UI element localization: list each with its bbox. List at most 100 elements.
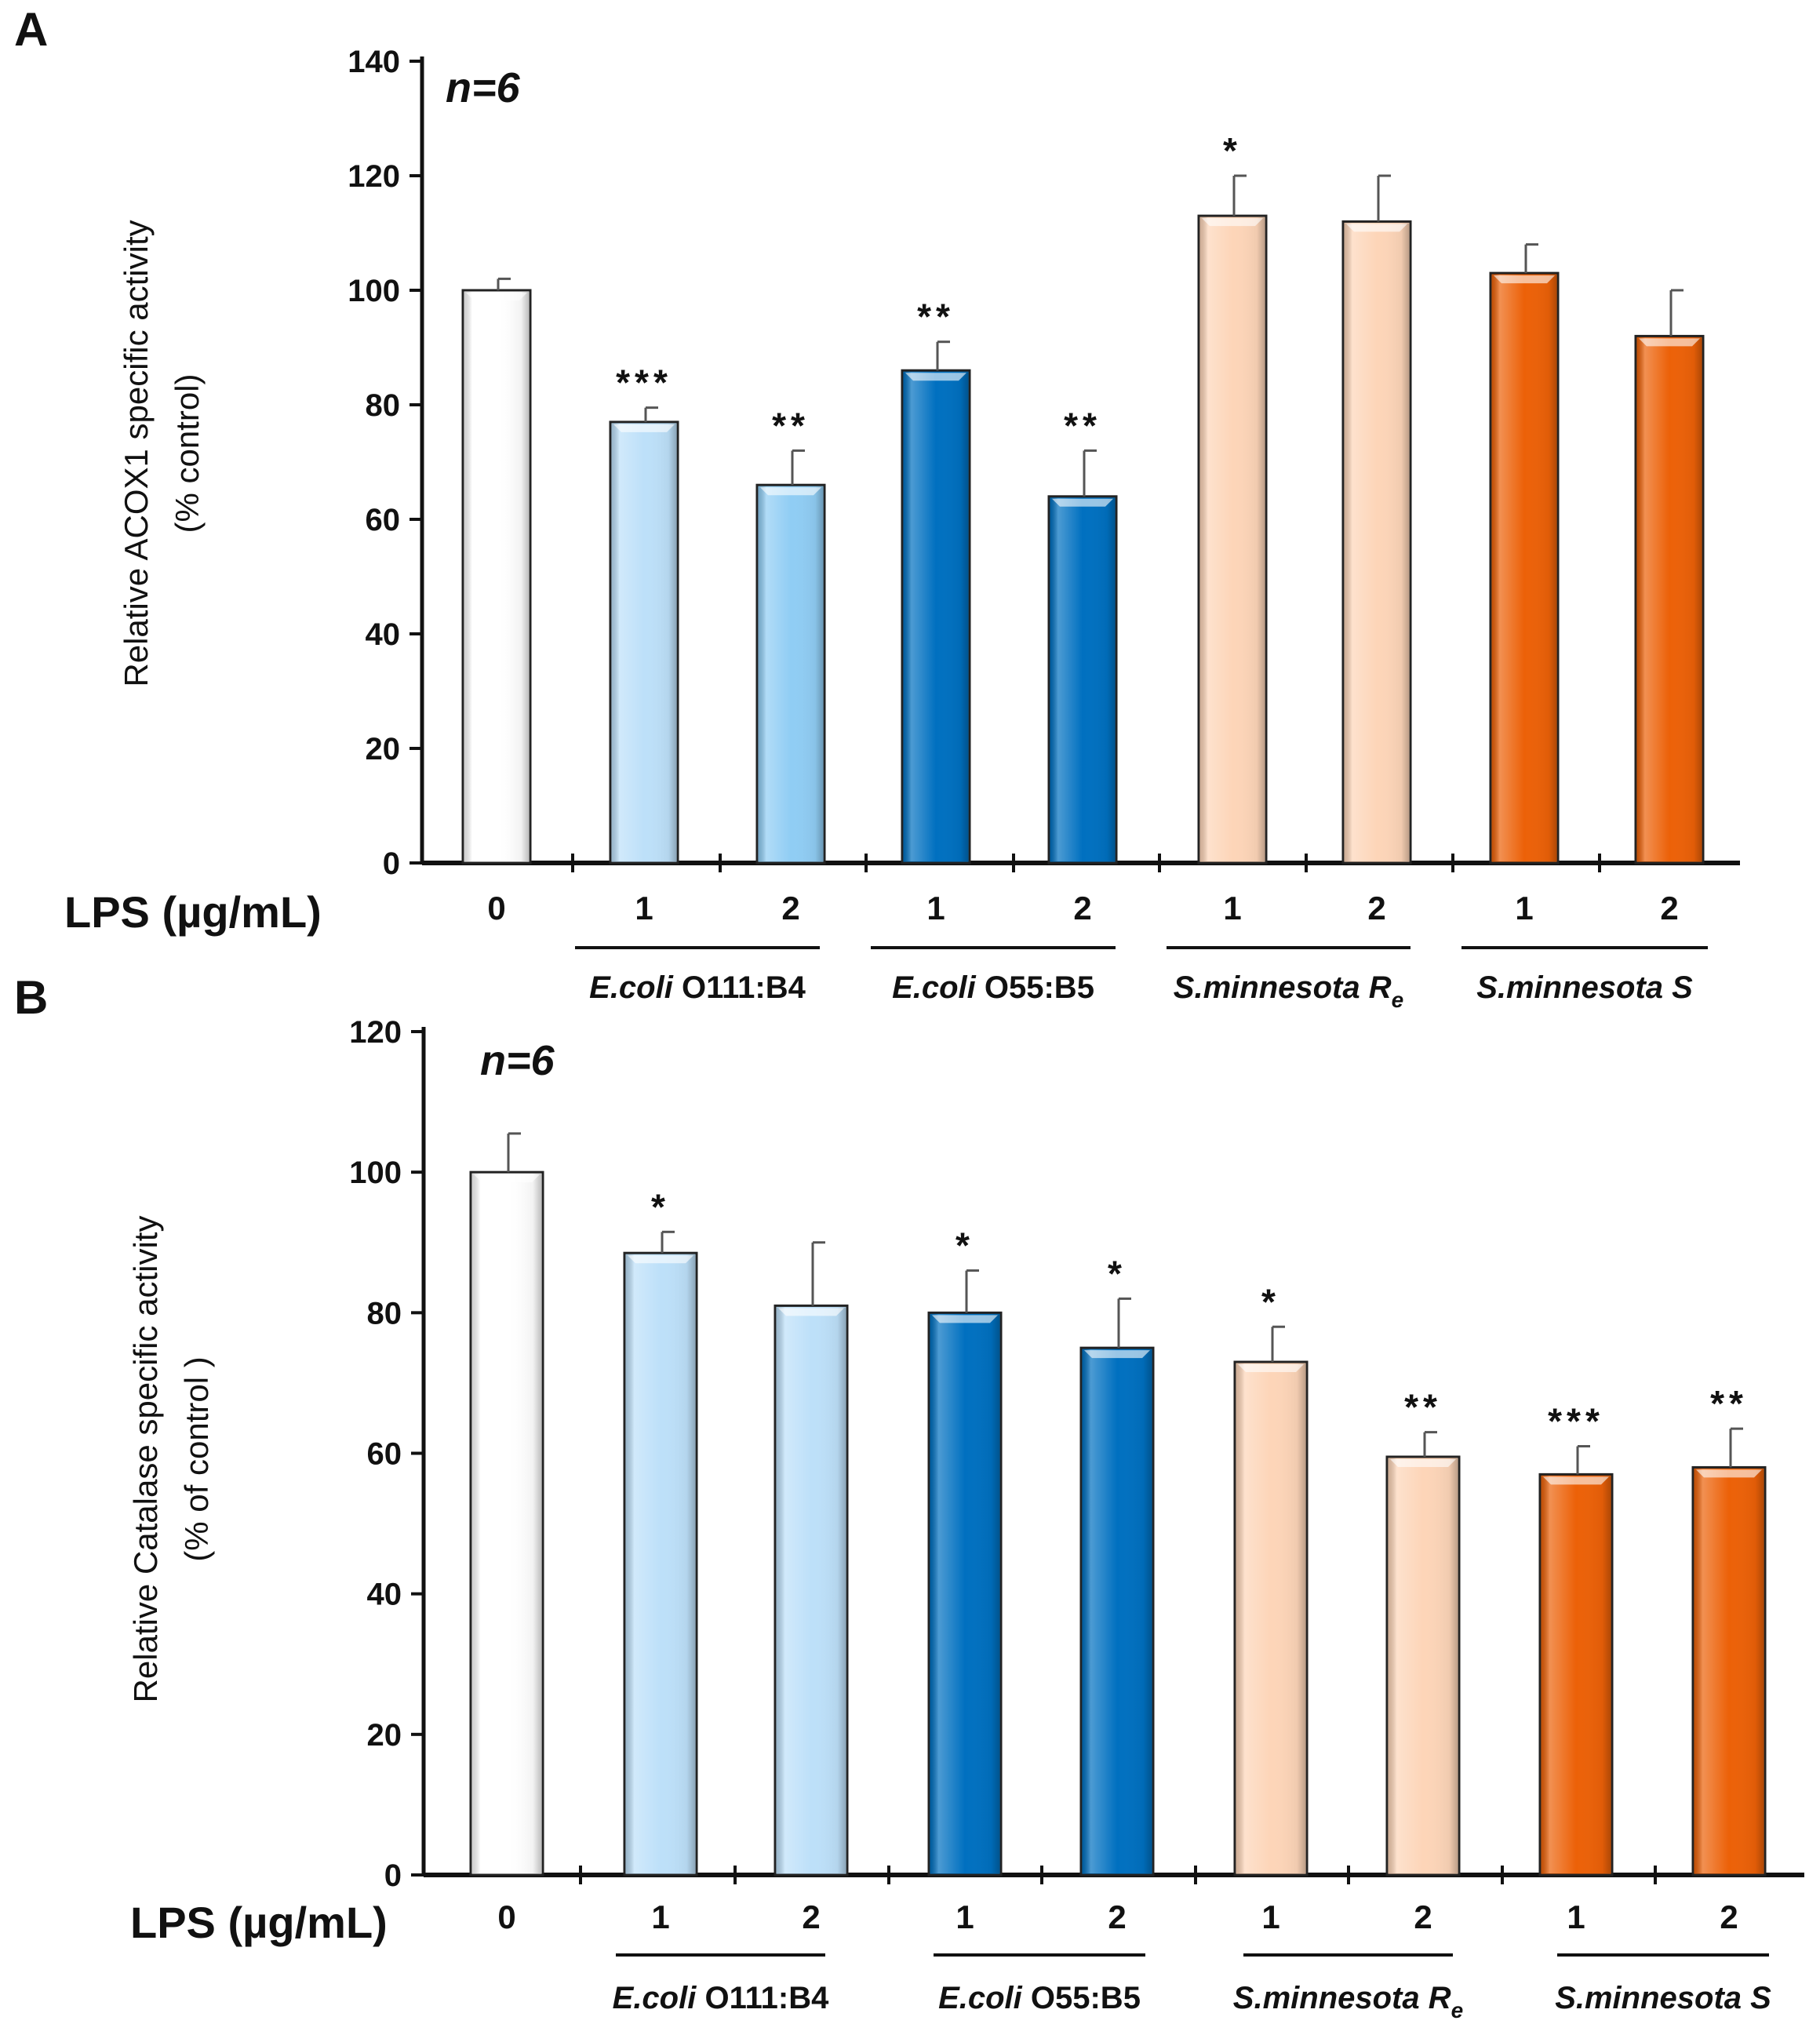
panel-b-x-tick-label: 1: [1261, 1898, 1279, 1935]
panel-a-bar-group: [1341, 220, 1412, 865]
panel-b-bar-shade: [626, 1254, 695, 1873]
panel-b-letter: B: [14, 971, 48, 1024]
panel-b-bar-highlight: [1390, 1458, 1456, 1467]
panel-a-significance-label: ***: [616, 362, 672, 403]
panel-b-bar-shade: [1694, 1469, 1764, 1873]
panel-b-bar-group: [1385, 1455, 1461, 1877]
panel-a-bar-highlight: [466, 293, 527, 300]
panel-b-x-tick-label: 1: [1567, 1898, 1585, 1935]
panel-a-bar-highlight: [1639, 338, 1700, 347]
group-label-italic: S.minnesota S: [1555, 1981, 1771, 2015]
panel-a-group-label: S.minnesota S: [1476, 970, 1693, 1005]
panel-a-xlabel: LPS (µg/mL): [64, 887, 322, 937]
group-label-subscript: e: [1451, 1998, 1464, 2022]
panel-b-bar-shade: [930, 1314, 999, 1873]
panel-a-letter: A: [14, 3, 48, 56]
panel-a-y-tick-label: 100: [348, 274, 400, 308]
panel-a-significance-label: *: [1223, 130, 1242, 171]
panel-b-x-tick-label: 2: [802, 1898, 820, 1935]
panel-a-bar-group: [461, 289, 532, 865]
group-label-italic: E.coli: [892, 970, 977, 1005]
panel-b-y-tick-label: 60: [367, 1437, 402, 1472]
panel-b-bar-highlight: [932, 1315, 998, 1323]
panel-b-n-annotation: n=6: [480, 1037, 555, 1084]
panel-b-bar-group: [469, 1170, 544, 1877]
panel-a-x-tick-label: 2: [1660, 890, 1678, 926]
panel-a-bar-shade: [759, 486, 823, 861]
panel-b-bar-shade: [1389, 1458, 1458, 1873]
panel-b-xlabel: LPS (µg/mL): [130, 1898, 388, 1947]
panel-b-y-tick-label: 100: [349, 1156, 402, 1190]
panel-b-plot: 0 20 40 60 80 100 120 0 * 1 2 * 1 * 2 * 1 ** 2 *** 1 ** 2 E.col…: [349, 1015, 1804, 2022]
panel-b-bar-group: [774, 1304, 849, 1877]
panel-b-group-label: S.minnesota S: [1555, 1981, 1771, 2015]
group-label-italic: E.coli: [613, 1981, 697, 2015]
panel-a-group-label: E.coli O55:B5: [892, 970, 1094, 1005]
panel-b-ylabel-line1: Relative Catalase specific activity: [127, 1216, 164, 1703]
panel-a-plot: 0 20 40 60 80 100 120 140 0 *** 1 ** 2 ** 1 ** 2 * 1 2 1 2 E.c…: [348, 45, 1740, 1012]
panel-b-significance-label: ***: [1548, 1401, 1604, 1442]
panel-b-x-tick-label: 2: [1108, 1898, 1126, 1935]
group-label-italic: E.coli: [589, 970, 674, 1005]
panel-a-x-tick-label: 0: [487, 890, 505, 926]
panel-b-bar-highlight: [474, 1174, 540, 1183]
panel-a-chart: A n=6 Relative ACOX1 specific activity (…: [14, 3, 1740, 1012]
group-label-strain: O55:B5: [1022, 1981, 1141, 2015]
group-label-italic: S.minnesota S: [1476, 970, 1693, 1005]
panel-a-bar-shade: [612, 423, 676, 861]
panel-a-group-label: S.minnesota Re: [1174, 970, 1403, 1012]
panel-a-group-label: E.coli O111:B4: [589, 970, 806, 1005]
panel-a-bar-shade: [464, 292, 529, 861]
panel-a-bar-highlight: [1202, 218, 1263, 227]
panel-a-bar-shade: [1050, 497, 1115, 861]
panel-b-y-tick-label: 120: [349, 1015, 402, 1050]
panel-b-bar-shade: [777, 1307, 846, 1873]
panel-a-x-tick-label: 2: [781, 890, 799, 926]
panel-a-y-tick-label: 60: [366, 503, 401, 537]
panel-b-x-tick-label: 1: [956, 1898, 974, 1935]
panel-a-bar-highlight: [613, 424, 675, 432]
panel-b-y-tick-label: 40: [367, 1578, 402, 1612]
panel-b-y-tick-label: 20: [367, 1718, 402, 1753]
panel-a-y-tick-label: 120: [348, 159, 400, 194]
panel-a-bar-shade: [1200, 217, 1265, 862]
group-label-strain: O55:B5: [976, 970, 1094, 1005]
panel-a-x-tick-label: 1: [926, 890, 945, 926]
panel-a-bar-shade: [1345, 223, 1409, 861]
panel-b-chart: B n=6 Relative Catalase specific activit…: [14, 971, 1804, 2022]
panel-b-significance-label: *: [956, 1225, 974, 1266]
panel-b-significance-label: **: [1710, 1383, 1748, 1424]
panel-a-bar-highlight: [760, 487, 821, 496]
group-label-subscript: e: [1392, 988, 1404, 1012]
panel-b-bar-highlight: [1696, 1469, 1762, 1478]
group-label-italic: S.minnesota R: [1174, 970, 1392, 1005]
panel-a-x-tick-label: 1: [1515, 890, 1533, 926]
panel-a-n-annotation: n=6: [446, 64, 521, 111]
panel-b-significance-label: **: [1404, 1387, 1442, 1428]
panel-a-bar-group: [1047, 495, 1118, 865]
panel-b-y-tick-label: 80: [367, 1296, 402, 1331]
panel-b-group-label: E.coli O111:B4: [613, 1981, 829, 2015]
panel-a-bar-highlight: [1346, 224, 1407, 232]
panel-a-y-tick-label: 140: [348, 45, 400, 79]
panel-a-bar-shade: [904, 372, 968, 861]
panel-b-bar-highlight: [628, 1255, 693, 1264]
panel-b-x-tick-label: 2: [1720, 1898, 1738, 1935]
panel-a-significance-label: **: [772, 405, 810, 446]
panel-b-bar-group: [1691, 1465, 1767, 1877]
panel-a-x-tick-label: 2: [1367, 890, 1385, 926]
panel-b-significance-label: *: [651, 1186, 670, 1227]
panel-a-ylabel-line1: Relative ACOX1 specific activity: [118, 220, 155, 686]
panel-a-bar-group: [1197, 214, 1268, 865]
panel-b-bar-group: [927, 1311, 1003, 1877]
panel-a-bar-group: [1489, 271, 1560, 865]
panel-b-x-tick-label: 0: [497, 1898, 515, 1935]
panel-a-x-tick-label: 1: [635, 890, 653, 926]
panel-b-x-tick-label: 1: [651, 1898, 669, 1935]
panel-b-bar-group: [1538, 1472, 1614, 1877]
group-label-italic: E.coli: [938, 1981, 1023, 2015]
panel-a-y-tick-label: 20: [366, 732, 401, 766]
panel-b-bar-highlight: [1238, 1364, 1304, 1373]
panel-a-bar-shade: [1492, 275, 1556, 862]
